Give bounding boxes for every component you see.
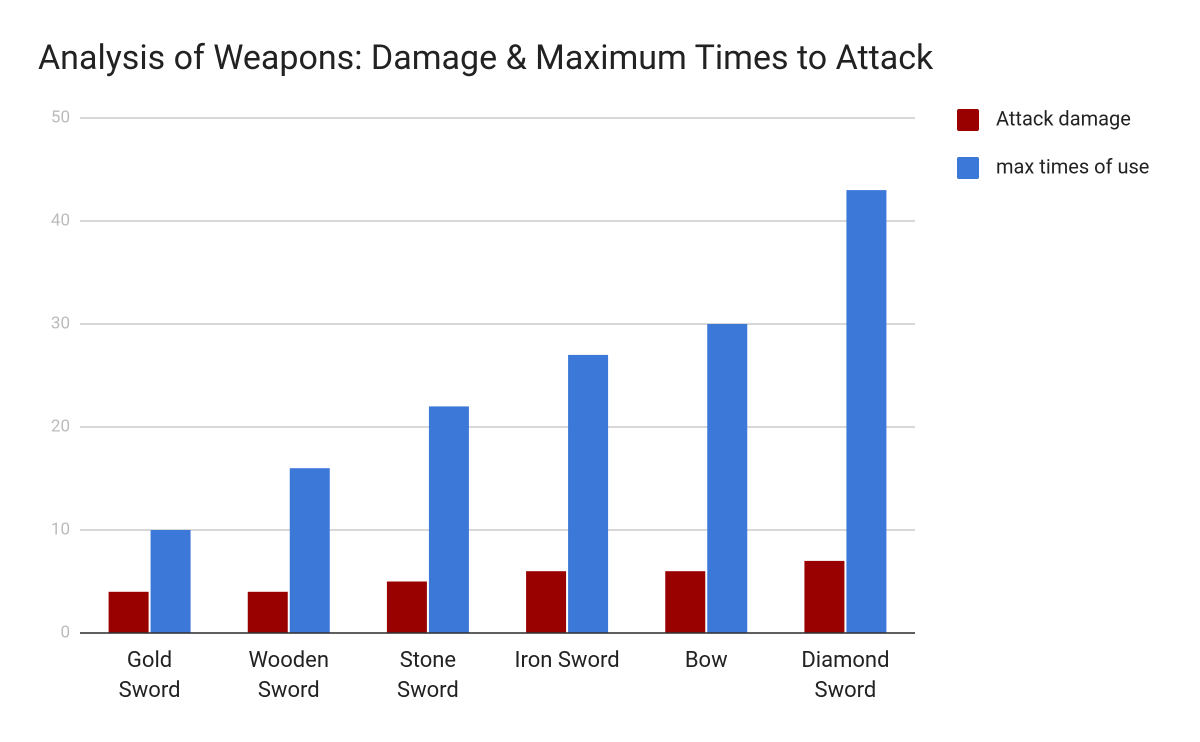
x-tick-label: Iron Sword: [514, 648, 620, 673]
x-tick-label: Diamond Sword: [801, 648, 890, 703]
legend-label: Attack damage: [996, 106, 1131, 130]
y-tick-label: 20: [51, 416, 70, 436]
bar: [707, 324, 748, 633]
x-tick-label: Gold Sword: [118, 648, 181, 703]
bar: [526, 571, 567, 633]
bar: [804, 560, 845, 633]
bar: [289, 468, 330, 633]
legend-label: max times of use: [996, 154, 1149, 178]
bar: [428, 406, 469, 633]
legend-swatch: [957, 109, 979, 131]
bar: [846, 190, 887, 633]
y-tick-label: 30: [51, 313, 70, 333]
bar: [665, 571, 706, 633]
bar: [247, 591, 288, 633]
bar: [568, 354, 609, 633]
chart-title: Analysis of Weapons: Damage & Maximum Ti…: [38, 38, 934, 78]
x-tick-label: Bow: [684, 648, 728, 673]
x-tick-label: Wooden Sword: [248, 648, 329, 703]
legend-swatch: [957, 157, 979, 179]
x-tick-label: Stone Sword: [397, 648, 459, 703]
bar: [386, 581, 427, 633]
y-tick-label: 0: [60, 622, 70, 642]
y-tick-label: 40: [51, 210, 70, 230]
bar: [150, 530, 191, 633]
y-tick-label: 10: [51, 519, 70, 539]
y-tick-label: 50: [51, 107, 70, 127]
bar: [108, 591, 149, 633]
